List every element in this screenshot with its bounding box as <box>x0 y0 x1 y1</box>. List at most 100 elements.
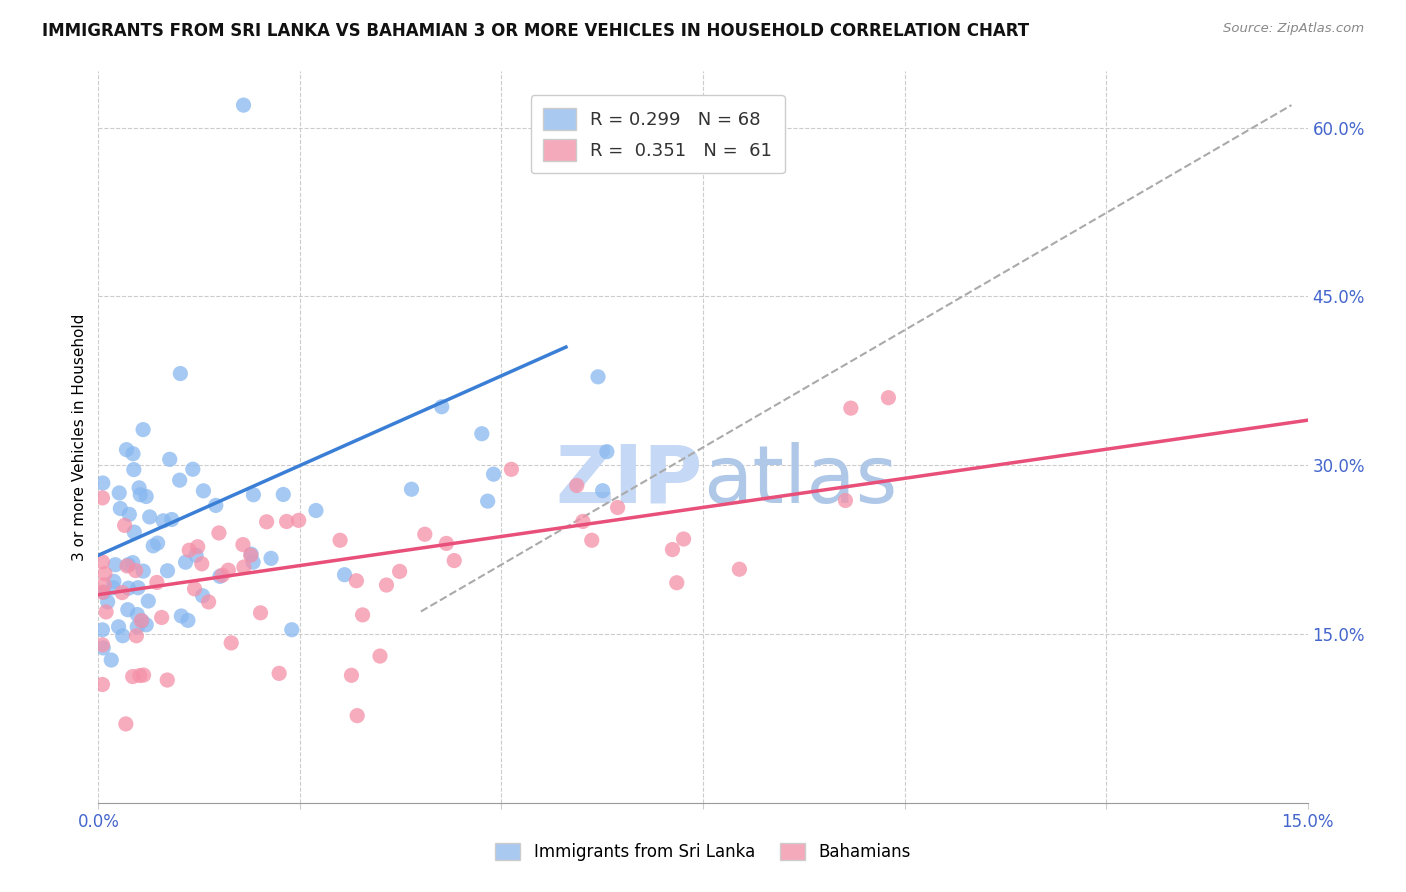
Point <box>281 623 304 637</box>
Point <box>107 620 129 634</box>
Point <box>138 510 160 524</box>
Point <box>91 585 114 599</box>
Text: ZIP: ZIP <box>555 442 703 520</box>
Point <box>232 560 254 574</box>
Y-axis label: 3 or more Vehicles in Household: 3 or more Vehicles in Household <box>72 313 87 561</box>
Point <box>232 98 254 112</box>
Point <box>344 574 367 588</box>
Point <box>108 486 131 500</box>
Point <box>287 513 309 527</box>
Point <box>329 533 352 548</box>
Point <box>184 548 207 562</box>
Point <box>271 487 294 501</box>
Point <box>94 605 117 619</box>
Text: atlas: atlas <box>703 442 897 520</box>
Point <box>131 614 153 628</box>
Point <box>179 543 201 558</box>
Point <box>169 473 191 487</box>
Point <box>443 553 465 567</box>
Point <box>606 500 628 515</box>
Point <box>97 595 120 609</box>
Point <box>187 540 209 554</box>
Point <box>333 567 356 582</box>
Point <box>217 563 239 577</box>
Point <box>91 638 114 652</box>
Point <box>256 515 278 529</box>
Point <box>142 539 165 553</box>
Point <box>91 476 114 491</box>
Point <box>104 558 127 572</box>
Point <box>103 574 125 589</box>
Point <box>434 536 457 550</box>
Point <box>115 558 138 573</box>
Point <box>94 566 117 581</box>
Point <box>477 494 499 508</box>
Point <box>135 617 157 632</box>
Point <box>122 462 145 476</box>
Point <box>471 426 494 441</box>
Point <box>305 503 328 517</box>
Point <box>111 629 134 643</box>
Point <box>193 483 215 498</box>
Point <box>114 518 136 533</box>
Point <box>91 640 114 655</box>
Point <box>665 575 688 590</box>
Point <box>127 581 149 595</box>
Point <box>197 595 219 609</box>
Point <box>91 677 114 691</box>
Point <box>128 481 150 495</box>
Point <box>135 490 157 504</box>
Point <box>181 462 204 476</box>
Point <box>117 558 139 572</box>
Point <box>388 565 411 579</box>
Point <box>117 603 139 617</box>
Point <box>596 444 619 458</box>
Point <box>183 582 205 596</box>
Point <box>111 585 134 599</box>
Point <box>834 493 856 508</box>
Point <box>242 488 264 502</box>
Point <box>413 527 436 541</box>
Point <box>156 673 179 687</box>
Point <box>368 649 391 664</box>
Point <box>115 717 138 731</box>
Point <box>375 578 398 592</box>
Point <box>131 614 153 628</box>
Point <box>160 512 183 526</box>
Point <box>156 564 179 578</box>
Point <box>211 568 233 582</box>
Point <box>128 668 150 682</box>
Point <box>150 610 173 624</box>
Point <box>586 369 609 384</box>
Point <box>125 629 148 643</box>
Point <box>127 607 149 622</box>
Point <box>177 614 200 628</box>
Legend: Immigrants from Sri Lanka, Bahamians: Immigrants from Sri Lanka, Bahamians <box>489 836 917 868</box>
Point <box>103 581 125 595</box>
Point <box>269 666 291 681</box>
Point <box>127 620 149 634</box>
Point <box>115 442 138 457</box>
Point <box>132 668 155 682</box>
Point <box>877 391 900 405</box>
Point <box>91 491 114 505</box>
Point <box>174 555 197 569</box>
Point <box>208 569 231 583</box>
Point <box>572 515 595 529</box>
Point <box>169 367 191 381</box>
Point <box>661 542 683 557</box>
Point <box>122 447 145 461</box>
Point <box>117 581 139 595</box>
Point <box>219 636 242 650</box>
Point <box>501 462 523 476</box>
Point <box>352 607 374 622</box>
Point <box>110 501 132 516</box>
Point <box>839 401 862 416</box>
Point <box>260 551 283 566</box>
Point <box>132 564 155 578</box>
Point <box>346 708 368 723</box>
Point <box>581 533 603 548</box>
Point <box>121 556 143 570</box>
Point <box>152 514 174 528</box>
Point <box>136 594 159 608</box>
